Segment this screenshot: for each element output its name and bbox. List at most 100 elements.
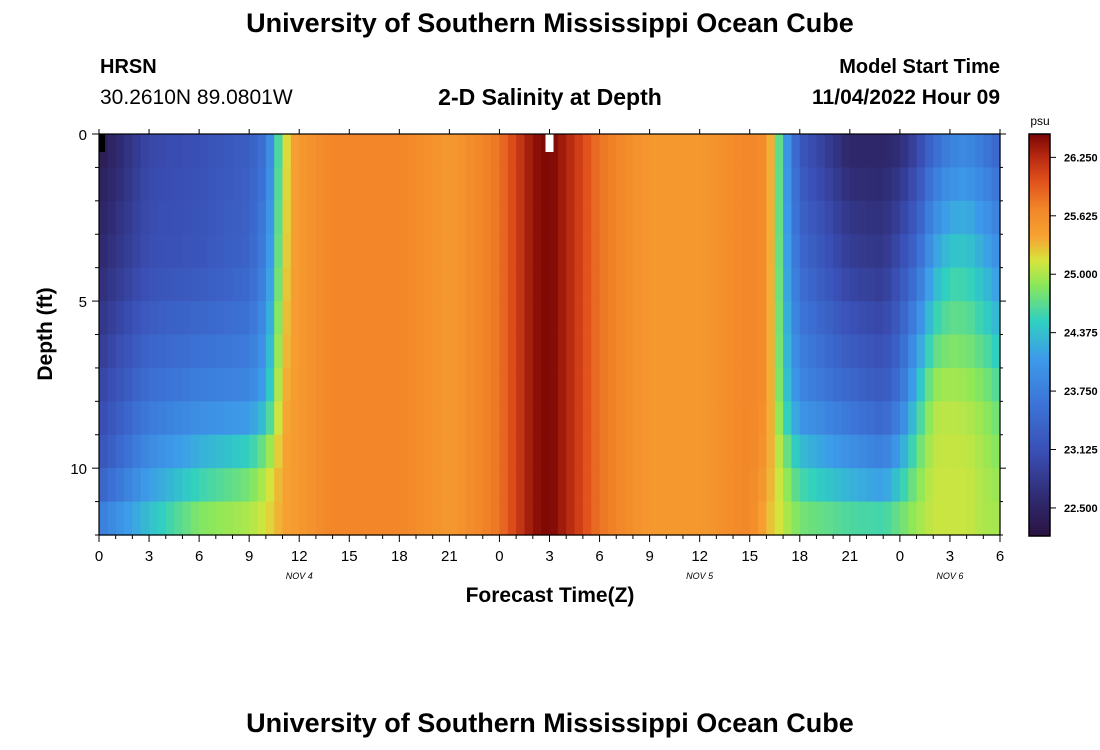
heatmap-cell <box>632 301 642 336</box>
heatmap-cell <box>432 501 442 536</box>
heatmap-cell <box>849 200 859 235</box>
heatmap-cell <box>374 367 384 402</box>
heatmap-cell <box>616 468 626 503</box>
heatmap-cell <box>232 134 242 169</box>
heatmap-cell <box>774 301 784 336</box>
heatmap-cell <box>174 367 184 402</box>
heatmap-cell <box>532 468 542 503</box>
heatmap-cell <box>407 501 417 536</box>
heatmap-cell <box>841 434 851 469</box>
heatmap-cell <box>457 468 467 503</box>
heatmap-cell <box>365 234 375 269</box>
heatmap-cell <box>983 401 993 436</box>
heatmap-cell <box>507 501 517 536</box>
heatmap-cell <box>265 200 275 235</box>
heatmap-cell <box>290 367 300 402</box>
heatmap-cell <box>257 301 267 336</box>
heatmap-cell <box>432 234 442 269</box>
heatmap-cell <box>390 267 400 302</box>
heatmap-cell <box>382 301 392 336</box>
heatmap-cell <box>290 401 300 436</box>
heatmap-cell <box>766 234 776 269</box>
heatmap-cell <box>399 134 409 169</box>
heatmap-cell <box>858 200 868 235</box>
heatmap-cell <box>741 267 751 302</box>
heatmap-cell <box>733 301 742 336</box>
heatmap-cell <box>115 200 125 235</box>
heatmap-cell <box>699 301 709 336</box>
heatmap-cell <box>249 401 259 436</box>
colorbar-tick-label: 23.750 <box>1064 386 1098 398</box>
heatmap-cell <box>299 267 309 302</box>
heatmap-cell <box>265 234 275 269</box>
heatmap-cell <box>641 501 651 536</box>
heatmap-cell <box>324 200 334 235</box>
heatmap-cell <box>724 200 734 235</box>
heatmap-cell <box>357 134 367 169</box>
heatmap-cell <box>399 167 409 202</box>
heatmap-cell <box>891 334 901 369</box>
heatmap-cell <box>774 167 784 202</box>
heatmap-cell <box>816 267 826 302</box>
heatmap-cell <box>966 134 976 169</box>
heatmap-cell <box>407 401 417 436</box>
heatmap-cell <box>274 301 284 336</box>
heatmap-cell <box>566 334 576 369</box>
heatmap-cell <box>349 334 359 369</box>
heatmap-cell <box>332 367 342 402</box>
x-tick-label: 0 <box>495 548 503 565</box>
heatmap-cell <box>332 468 342 503</box>
heatmap-cell <box>949 367 959 402</box>
heatmap-cell <box>282 334 292 369</box>
heatmap-cell <box>724 401 734 436</box>
heatmap-cell <box>416 200 425 235</box>
heatmap-cell <box>991 334 1001 369</box>
heatmap-cell <box>841 367 851 402</box>
heatmap-cell <box>549 234 559 269</box>
heatmap-cell <box>724 501 734 536</box>
heatmap-cell <box>265 134 275 169</box>
heatmap-cell <box>249 267 259 302</box>
heatmap-cell <box>924 234 934 269</box>
heatmap-cell <box>474 334 484 369</box>
heatmap-cell <box>616 501 626 536</box>
heatmap-cell <box>424 301 434 336</box>
heatmap-cell <box>149 367 158 402</box>
heatmap-cell <box>190 334 200 369</box>
heatmap-cell <box>524 468 534 503</box>
heatmap-cell <box>340 267 350 302</box>
heatmap-cell <box>215 468 225 503</box>
heatmap-cell <box>432 301 442 336</box>
heatmap-cell <box>624 267 634 302</box>
heatmap-cell <box>99 501 108 536</box>
heatmap-cell <box>340 367 350 402</box>
colorbar-tick-label: 24.375 <box>1064 328 1098 340</box>
heatmap-cell <box>507 334 517 369</box>
heatmap-cell <box>449 267 459 302</box>
heatmap-cell <box>357 468 367 503</box>
heatmap-cell <box>224 267 234 302</box>
heatmap-cell <box>958 367 968 402</box>
heatmap-cell <box>941 267 951 302</box>
heatmap-cell <box>799 134 809 169</box>
heatmap-cell <box>708 468 717 503</box>
heatmap-cell <box>624 200 634 235</box>
heatmap-cell <box>574 167 584 202</box>
heatmap-cell <box>941 434 951 469</box>
heatmap-cell <box>507 468 517 503</box>
heatmap-cell <box>591 234 601 269</box>
heatmap-cell <box>416 501 425 536</box>
heatmap-cell <box>274 401 284 436</box>
heatmap-cell <box>966 434 976 469</box>
heatmap-cell <box>516 234 526 269</box>
heatmap-cell <box>190 468 200 503</box>
heatmap-cell <box>107 301 117 336</box>
heatmap-cell <box>833 134 843 169</box>
heatmap-cell <box>390 234 400 269</box>
heatmap-cell <box>524 234 534 269</box>
heatmap-cell <box>983 267 993 302</box>
heatmap-cell <box>382 234 392 269</box>
heatmap-cell <box>365 434 375 469</box>
heatmap-cell <box>616 367 626 402</box>
heatmap-cell <box>657 200 667 235</box>
